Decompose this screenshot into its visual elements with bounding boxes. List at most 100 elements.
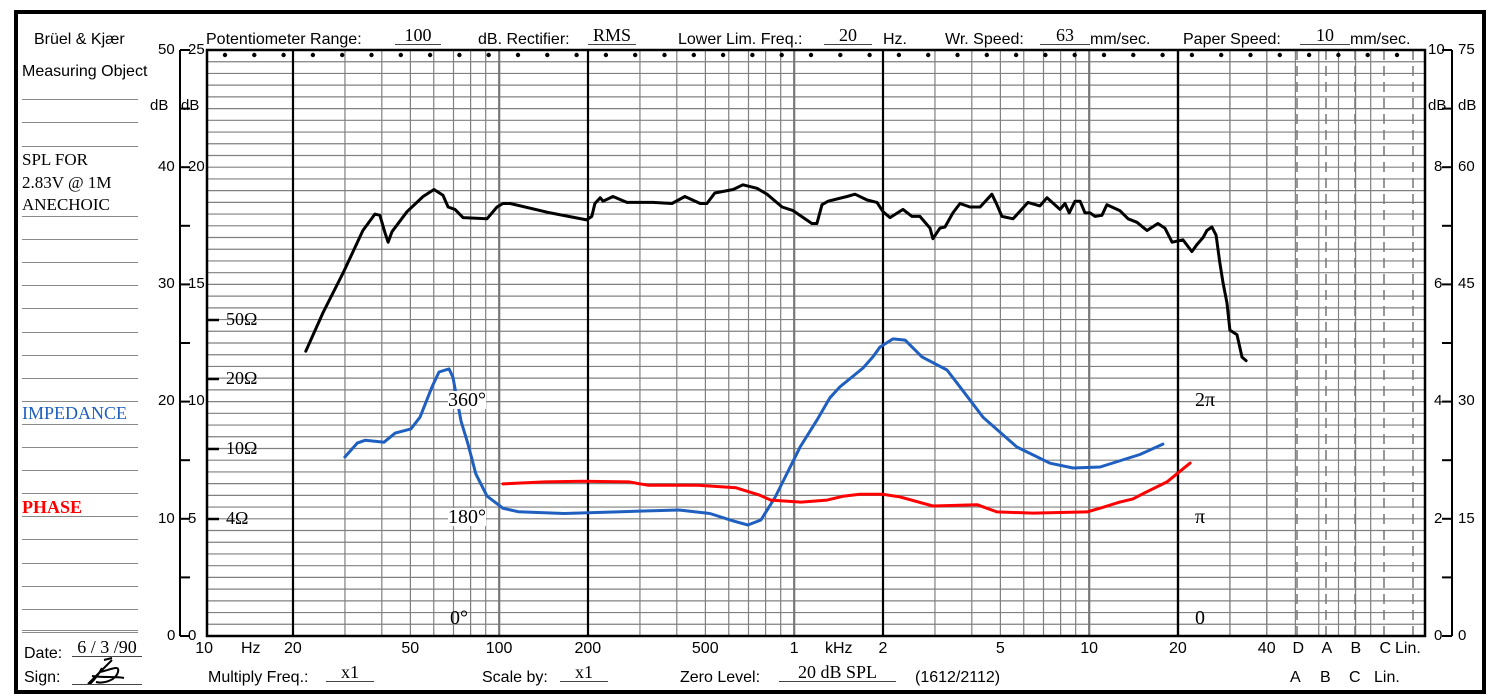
form-rule bbox=[22, 516, 138, 518]
timing-dot bbox=[691, 52, 696, 58]
multiply-freq-label: Multiply Freq.: bbox=[208, 669, 309, 686]
signature bbox=[87, 657, 125, 685]
left-outer-unit: dB bbox=[150, 97, 169, 114]
x-tick-label: 10 bbox=[1080, 640, 1098, 657]
timing-dot bbox=[779, 52, 784, 58]
weighting-a: A bbox=[1290, 669, 1301, 686]
timing-dot bbox=[515, 52, 521, 58]
paper-speed-unit: mm/sec. bbox=[1350, 31, 1411, 48]
form-rule bbox=[22, 470, 138, 472]
measuring-object-label: Measuring Object bbox=[22, 63, 148, 80]
form-rule bbox=[22, 99, 138, 100]
timing-dot bbox=[720, 52, 726, 58]
right-inner-tick-label: 10 bbox=[1428, 41, 1445, 58]
timing-dot bbox=[955, 52, 960, 58]
right-inner-tick-label: 4 bbox=[1434, 392, 1443, 409]
signature-field: AS bbox=[72, 666, 142, 685]
timing-dot bbox=[1043, 52, 1048, 58]
form-rule bbox=[22, 630, 138, 631]
timing-dot bbox=[1189, 52, 1195, 58]
timing-dot bbox=[838, 52, 843, 58]
left-inner-tick-label: 5 bbox=[188, 510, 197, 527]
left-outer-tick-label: 50 bbox=[158, 41, 175, 58]
right-inner-tick-label: 6 bbox=[1434, 275, 1443, 292]
weighting-top-label: D bbox=[1292, 640, 1305, 657]
timing-dot bbox=[867, 52, 872, 58]
paper-speed-label: Paper Speed: bbox=[1183, 31, 1281, 48]
timing-dot bbox=[1072, 52, 1077, 58]
right-outer-tick-label: 15 bbox=[1458, 510, 1475, 527]
form-rule bbox=[22, 285, 138, 287]
lower-lim-value: 20 bbox=[824, 26, 872, 45]
impedance-tick-label: 20Ω bbox=[226, 368, 258, 388]
form-rule bbox=[22, 423, 138, 425]
date-label: Date: bbox=[24, 645, 63, 662]
left-outer-tick-label: 40 bbox=[158, 158, 175, 175]
timing-dot bbox=[574, 52, 579, 58]
zero-level-value: 20 dB SPL bbox=[779, 663, 896, 682]
timing-dot bbox=[896, 52, 902, 58]
weighting-c: C bbox=[1349, 669, 1361, 686]
measuring-object-line-1: SPL FOR bbox=[22, 150, 88, 169]
timing-dot bbox=[398, 52, 403, 58]
sign-label: Sign: bbox=[24, 669, 61, 686]
timing-dot bbox=[222, 52, 228, 58]
weighting-top-label: C bbox=[1379, 640, 1392, 657]
right-outer-unit: dB bbox=[1458, 97, 1477, 114]
right-outer-tick-label: 60 bbox=[1458, 158, 1475, 175]
wr-speed-unit: mm/sec. bbox=[1090, 31, 1151, 48]
scale-by-value: x1 bbox=[560, 663, 608, 682]
x-tick-label: 40 bbox=[1257, 640, 1276, 657]
axes bbox=[179, 49, 1453, 637]
weighting-lin: Lin. bbox=[1374, 669, 1400, 686]
phase-tick-label: 0° bbox=[450, 607, 468, 629]
timing-dot bbox=[427, 52, 433, 58]
phase-tick-label: 180° bbox=[448, 506, 486, 528]
left-inner-unit: dB bbox=[181, 97, 200, 114]
form-rule bbox=[22, 447, 138, 448]
right-outer-tick-label: 45 bbox=[1458, 275, 1475, 292]
timing-dot bbox=[545, 52, 550, 58]
timing-dot bbox=[1248, 52, 1253, 58]
brand-label: Brüel & Kjær bbox=[34, 31, 125, 48]
weighting-top-label: B bbox=[1350, 640, 1362, 657]
timing-dot bbox=[486, 52, 491, 58]
lower-lim-unit: Hz. bbox=[883, 31, 907, 48]
lower-lim-label: Lower Lim. Freq.: bbox=[678, 31, 803, 48]
form-rule bbox=[22, 631, 138, 633]
form-rule bbox=[22, 400, 138, 402]
phase-tick-label: 360° bbox=[448, 389, 486, 411]
impedance-tick-label: 10Ω bbox=[226, 438, 258, 458]
timing-dot bbox=[369, 52, 374, 58]
timing-dot bbox=[603, 52, 609, 58]
phase-curve bbox=[501, 461, 1192, 515]
weighting-top-label: A bbox=[1321, 640, 1333, 657]
paper-speed-value: 10 bbox=[1300, 26, 1350, 45]
left-outer-tick-label: 0 bbox=[167, 627, 176, 644]
x-tick-label: 5 bbox=[995, 640, 1005, 657]
x-tick-label: 1 bbox=[789, 640, 799, 657]
potentiometer-label: Potentiometer Range: bbox=[206, 31, 362, 48]
timing-dot bbox=[1336, 52, 1341, 58]
impedance-tick-label: 50Ω bbox=[226, 309, 258, 329]
right-inner-tick-label: 8 bbox=[1434, 158, 1443, 175]
form-rule bbox=[22, 122, 138, 123]
form-rule bbox=[22, 146, 138, 147]
right-inner-unit: dB bbox=[1428, 97, 1447, 114]
measuring-object-line-2: 2.83V @ 1M bbox=[22, 173, 112, 192]
wr-speed-label: Wr. Speed: bbox=[945, 31, 1024, 48]
impedance-curve bbox=[343, 337, 1165, 527]
form-rule bbox=[22, 585, 138, 587]
form-rule bbox=[22, 262, 138, 264]
timing-dot bbox=[281, 52, 286, 58]
scale-by-label: Scale by: bbox=[482, 669, 548, 686]
form-rule bbox=[22, 608, 138, 610]
timing-dot bbox=[926, 52, 931, 58]
left-outer-tick-label: 20 bbox=[158, 392, 175, 409]
phase-tick-label-rad: 2π bbox=[1195, 389, 1216, 411]
timing-dot bbox=[310, 52, 316, 58]
left-inner-tick-label: 15 bbox=[188, 275, 205, 292]
form-number: (1612/2112) bbox=[915, 669, 1001, 686]
form-rule bbox=[22, 562, 138, 564]
